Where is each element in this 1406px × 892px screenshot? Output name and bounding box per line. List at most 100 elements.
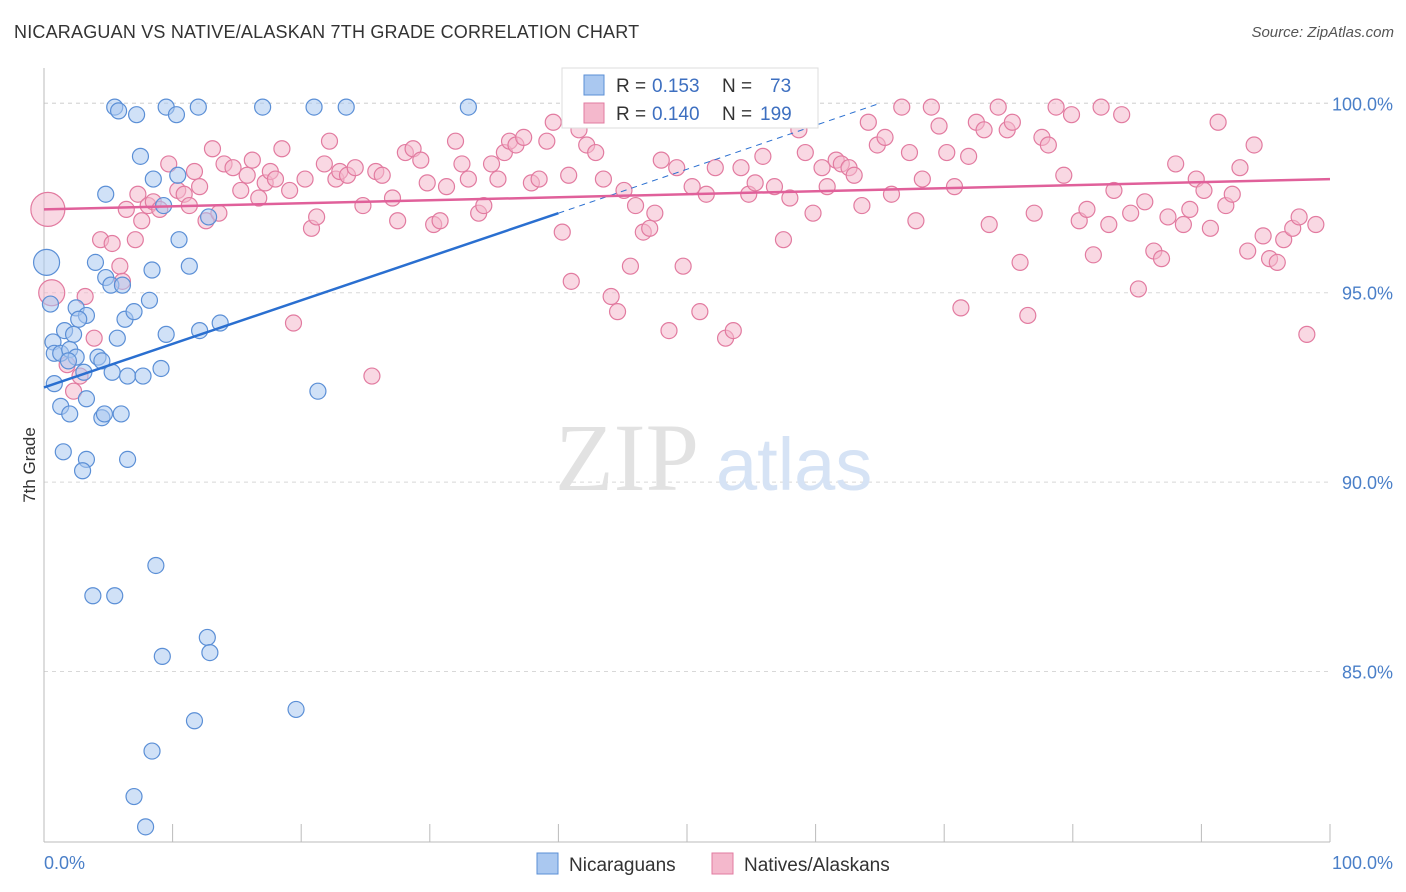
native-point xyxy=(117,200,135,218)
native-point xyxy=(674,257,692,275)
native-point xyxy=(1245,136,1263,154)
native-point xyxy=(1181,200,1199,218)
native-point xyxy=(900,143,919,162)
native-point xyxy=(160,155,178,173)
native-point xyxy=(1011,253,1029,272)
native-point xyxy=(129,185,147,203)
native-point xyxy=(530,170,548,188)
native-point xyxy=(363,367,381,385)
nicaraguan-point xyxy=(287,700,305,719)
nicaraguan-point xyxy=(189,98,207,116)
native-point xyxy=(660,321,678,340)
nicaraguan-point xyxy=(254,98,272,116)
native-point xyxy=(1223,185,1241,203)
x-tick-label-1: 100.0% xyxy=(1332,853,1393,873)
native-point xyxy=(641,219,659,237)
nicaraguan-point xyxy=(125,303,143,321)
native-point xyxy=(691,303,709,321)
native-point xyxy=(1092,98,1110,116)
native-point xyxy=(346,159,364,177)
nicaraguan-point xyxy=(170,231,188,249)
native-point xyxy=(922,98,940,116)
native-point xyxy=(482,155,501,173)
native-point xyxy=(133,212,151,230)
native-point xyxy=(706,159,724,177)
legend-n-label-1: N = xyxy=(722,76,752,97)
native-point xyxy=(1047,98,1065,116)
native-point xyxy=(1003,113,1021,131)
nicaraguan-point xyxy=(200,208,218,226)
native-point xyxy=(103,234,121,253)
watermark: ZIP atlas xyxy=(555,404,872,511)
nicaraguan-point xyxy=(134,367,152,385)
native-point xyxy=(1078,200,1096,218)
nicaraguan-point xyxy=(143,742,161,760)
native-point xyxy=(553,223,571,241)
native-point xyxy=(746,174,764,192)
legend-label-natives: Natives/Alaskans xyxy=(744,855,890,876)
native-point xyxy=(453,155,471,173)
native-point xyxy=(185,162,204,181)
nicaraguan-point xyxy=(61,405,79,423)
native-point xyxy=(975,121,993,139)
legend-r-label-1: R = xyxy=(616,76,646,97)
source-credit: Source: ZipAtlas.com xyxy=(1251,24,1394,41)
tick-labels: 85.0% 90.0% 95.0% 100.0% 0.0% 100.0% xyxy=(44,94,1393,873)
native-point xyxy=(1105,181,1123,200)
native-point xyxy=(418,174,436,192)
legend-r-value-2: 0.140 xyxy=(652,104,700,125)
native-point xyxy=(1239,242,1257,260)
native-point xyxy=(1113,106,1131,124)
native-point xyxy=(1268,253,1286,272)
y-tick-label-3: 100.0% xyxy=(1332,94,1393,114)
native-point xyxy=(952,299,970,317)
native-point xyxy=(431,212,449,230)
nicaraguan-point xyxy=(73,462,92,480)
native-point xyxy=(1159,208,1177,226)
native-point xyxy=(1055,166,1073,184)
native-point xyxy=(1129,280,1147,298)
nicaraguan-point xyxy=(54,443,72,461)
trend-lines xyxy=(43,102,1331,389)
native-point xyxy=(354,196,372,215)
native-point xyxy=(1167,155,1185,173)
native-point xyxy=(1231,159,1249,177)
native-point xyxy=(224,159,242,177)
native-point xyxy=(608,303,627,321)
legend-r-label-2: R = xyxy=(616,104,646,125)
legend-swatch-nicaraguans xyxy=(536,852,559,875)
nicaraguan-point xyxy=(70,310,88,328)
native-point xyxy=(938,143,956,162)
native-point xyxy=(859,113,877,131)
native-point xyxy=(587,143,605,162)
nicaraguan-point xyxy=(64,325,83,343)
nicaraguan-point xyxy=(118,450,137,468)
native-point xyxy=(1062,106,1081,124)
native-point xyxy=(907,212,925,230)
legend-r-value-1: 0.153 xyxy=(652,76,700,97)
native-point xyxy=(544,113,562,131)
native-point xyxy=(876,128,894,146)
nicaraguan-point xyxy=(143,261,161,279)
native-point xyxy=(980,215,998,234)
native-point xyxy=(1174,215,1192,234)
nicaraguan-point xyxy=(140,291,159,309)
nicaraguan-point xyxy=(113,276,132,294)
nicaraguan-point xyxy=(106,587,124,605)
native-point xyxy=(646,204,664,222)
legend-n-value-2: 199 xyxy=(760,104,792,125)
native-point xyxy=(765,178,784,196)
native-point xyxy=(111,257,129,275)
native-point xyxy=(76,287,94,306)
native-point xyxy=(232,181,250,200)
native-point xyxy=(774,231,793,249)
native-point xyxy=(804,204,822,222)
native-point xyxy=(250,189,268,207)
stats-legend: R = 0.153 N = 73 R = 0.140 N = 199 xyxy=(561,67,819,129)
nicaraguan-point xyxy=(198,628,216,647)
nicaraguan-point xyxy=(147,556,165,575)
nicaraguan-point xyxy=(41,295,60,313)
y-axis-label: 7th Grade xyxy=(20,427,39,503)
y-tick-label-0: 85.0% xyxy=(1342,663,1393,683)
